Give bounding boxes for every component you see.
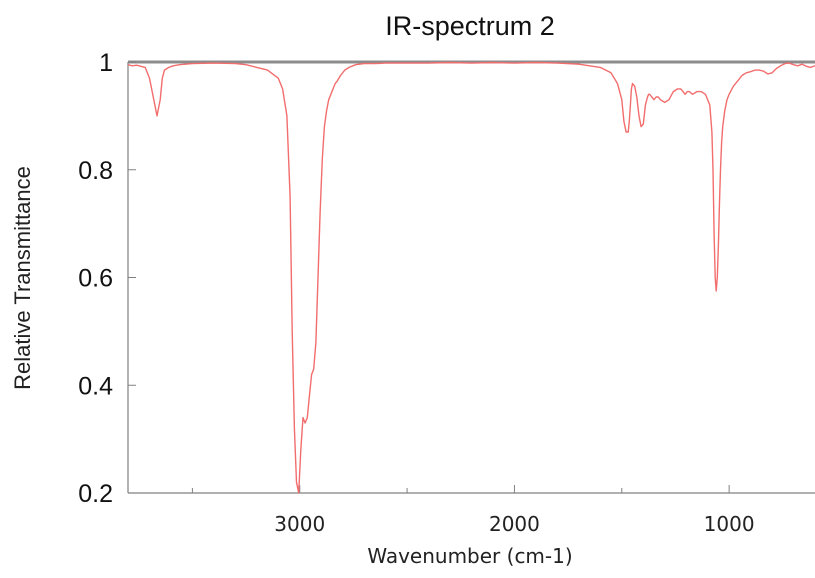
chart-title: IR-spectrum 2 <box>385 11 555 41</box>
y-tick-label: 0.2 <box>78 480 113 508</box>
y-axis-label: Relative Transmittance <box>10 166 35 390</box>
x-tick-label: 1000 <box>704 512 755 536</box>
spectrum-line <box>127 61 815 494</box>
x-tick-label: 3000 <box>274 512 325 536</box>
x-ticks: 3000 2000 1000 <box>274 485 755 536</box>
x-tick-label: 2000 <box>489 512 540 536</box>
y-tick-label: 1 <box>99 49 113 77</box>
x-axis-label: Wavenumber (cm-1) <box>367 544 572 568</box>
x-minor-ticks <box>191 488 623 493</box>
y-tick-label: 0.6 <box>78 265 113 293</box>
y-tick-label: 0.8 <box>78 157 113 185</box>
y-ticks: 0.2 0.4 0.6 0.8 1 <box>78 49 136 508</box>
y-tick-label: 0.4 <box>78 372 113 400</box>
